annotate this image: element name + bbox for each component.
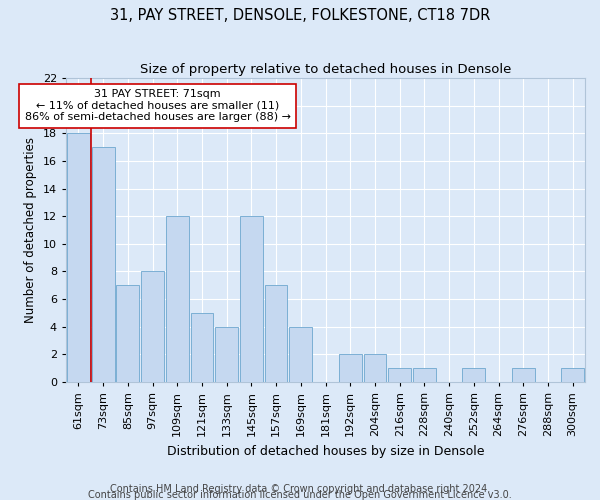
Bar	[561, 368, 584, 382]
Bar	[191, 313, 214, 382]
Bar	[116, 286, 139, 382]
Bar	[289, 326, 312, 382]
Bar	[388, 368, 411, 382]
Bar	[364, 354, 386, 382]
Text: 31 PAY STREET: 71sqm
← 11% of detached houses are smaller (11)
86% of semi-detac: 31 PAY STREET: 71sqm ← 11% of detached h…	[25, 89, 290, 122]
X-axis label: Distribution of detached houses by size in Densole: Distribution of detached houses by size …	[167, 444, 484, 458]
Bar	[166, 216, 188, 382]
Text: 31, PAY STREET, DENSOLE, FOLKESTONE, CT18 7DR: 31, PAY STREET, DENSOLE, FOLKESTONE, CT1…	[110, 8, 490, 22]
Bar	[265, 286, 287, 382]
Bar	[463, 368, 485, 382]
Bar	[215, 326, 238, 382]
Bar	[240, 216, 263, 382]
Y-axis label: Number of detached properties: Number of detached properties	[24, 137, 37, 323]
Bar	[413, 368, 436, 382]
Text: Contains public sector information licensed under the Open Government Licence v3: Contains public sector information licen…	[88, 490, 512, 500]
Bar	[67, 134, 90, 382]
Bar	[141, 272, 164, 382]
Bar	[512, 368, 535, 382]
Bar	[92, 147, 115, 382]
Bar	[339, 354, 362, 382]
Title: Size of property relative to detached houses in Densole: Size of property relative to detached ho…	[140, 62, 511, 76]
Text: Contains HM Land Registry data © Crown copyright and database right 2024.: Contains HM Land Registry data © Crown c…	[110, 484, 490, 494]
